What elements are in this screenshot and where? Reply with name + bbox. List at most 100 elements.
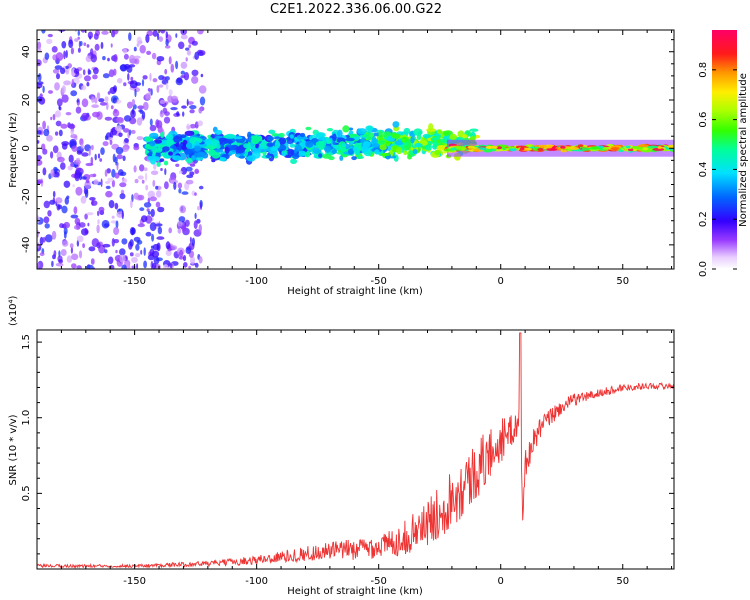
spectrogram-cell <box>165 31 168 39</box>
spectrogram-cell <box>65 70 69 75</box>
spectrogram-cell <box>114 172 120 179</box>
spectrogram-cell <box>86 44 90 48</box>
spectrogram-cell <box>274 140 281 149</box>
spectrogram-cell <box>186 98 189 107</box>
spectrogram-cell <box>85 179 90 184</box>
spectrogram-cell <box>104 116 113 121</box>
spectrogram-cell <box>100 178 103 187</box>
spectrogram-cell <box>50 169 55 178</box>
spectrogram-cell <box>68 154 74 163</box>
spectrogram-cell <box>93 179 99 185</box>
spectrogram-cell <box>186 142 193 150</box>
spectrogram-cell <box>136 117 143 126</box>
spectrogram-cell <box>339 155 344 161</box>
spectrogram-cell <box>123 53 129 60</box>
spectrogram-cell <box>203 138 212 145</box>
spectrogram-cell <box>79 171 83 181</box>
spectrogram-cell <box>164 45 171 49</box>
spectrogram-cell <box>139 109 144 114</box>
spectrogram-cell <box>70 162 74 167</box>
spectrogram-cell <box>162 152 170 159</box>
spectrogram-cell <box>467 145 476 149</box>
spectrogram-cell <box>116 154 123 160</box>
spectrogram-cell <box>147 197 151 204</box>
spectrogram-cell <box>178 188 182 194</box>
spectrogram-cell <box>428 123 434 131</box>
spectrogram-cell <box>560 145 566 149</box>
spectrogram-cell <box>55 120 62 127</box>
spectrogram-cell <box>42 85 45 93</box>
spectrogram-cell <box>191 237 195 247</box>
spectrogram-cell <box>158 84 164 88</box>
spectrogram-cell <box>194 262 199 268</box>
spectrogram-cell <box>165 241 171 250</box>
spectrogram-cell <box>91 199 94 206</box>
spectrogram-cell <box>50 116 53 121</box>
colorbar-tick-label: 0.2 <box>698 211 709 227</box>
spectrogram-cell <box>184 130 195 136</box>
spectrogram-cell <box>65 65 69 70</box>
spectrogram-cell <box>101 219 110 229</box>
spectrogram-cell <box>454 156 461 161</box>
spectrogram-cell <box>81 98 89 108</box>
spectrogram-cell <box>142 75 148 80</box>
spectrogram-cell <box>652 147 665 151</box>
spectrogram-cell <box>238 155 246 159</box>
spectrogram-cell <box>123 115 132 122</box>
spectrogram-cell <box>641 149 652 153</box>
spectrogram-cell <box>65 112 72 116</box>
spectrogram-cell <box>194 212 197 219</box>
y-tick-label: 20 <box>21 94 32 107</box>
spectrogram-cell <box>158 36 163 42</box>
spectrogram-cell <box>55 131 59 136</box>
spectrogram-cell <box>72 184 75 188</box>
spectrogram-cell <box>188 44 192 48</box>
spectrogram-cell <box>134 88 137 98</box>
spectrogram-cell <box>131 99 136 106</box>
spectrogram-cell <box>42 148 48 155</box>
spectrogram-cell <box>107 57 110 62</box>
spectrogram-cell <box>153 256 160 265</box>
spectrogram-cell <box>136 36 142 46</box>
spectrogram-cell <box>149 222 157 232</box>
spectrogram-cell <box>149 124 157 132</box>
x-tick-label: 50 <box>616 276 629 287</box>
spectrogram-cell <box>128 129 132 136</box>
spectrogram-cell <box>152 30 158 37</box>
spectrogram-cell <box>162 146 170 152</box>
spectrogram-cell <box>74 172 80 182</box>
spectrogram-cell <box>82 243 85 249</box>
spectrogram-cell <box>379 144 387 151</box>
spectrogram-cell <box>78 250 83 259</box>
spectrogram-cell <box>184 148 193 155</box>
spectrogram-cell <box>193 220 198 230</box>
spectrogram-cell <box>135 252 141 258</box>
spectrogram-cell <box>102 141 109 147</box>
spectrogram-cell <box>187 101 194 105</box>
spectrogram-cell <box>137 223 145 228</box>
spectrogram-cell <box>61 94 69 103</box>
spectrogram-cell <box>129 64 136 68</box>
spectrogram-cell <box>198 85 207 94</box>
spectrogram-cell <box>61 143 68 150</box>
spectrogram-cell <box>119 248 126 256</box>
spectrogram-cell <box>46 38 53 45</box>
spectrogram-cell <box>243 143 250 149</box>
spectrogram-cell <box>149 140 156 147</box>
colorbar-tick-label: 0.0 <box>698 261 709 277</box>
spectrogram-cell <box>37 159 43 166</box>
spectrogram-cell <box>104 96 109 103</box>
spectrogram-cell <box>70 127 75 136</box>
spectrogram-cell <box>178 170 183 174</box>
spectrogram-cell <box>401 136 408 144</box>
snr-panel: -150 -100 -50 0 50 0.5 1.0 1.5 Height of straig… <box>8 295 675 597</box>
spectrogram-cell <box>667 145 674 149</box>
spectrogram-cell <box>224 146 230 154</box>
spectrogram-cell <box>168 89 173 96</box>
spectrogram-cell <box>170 179 179 185</box>
spectrogram-cell <box>104 169 108 177</box>
spectrogram-cell <box>61 240 69 247</box>
spectrogram-cell <box>287 148 295 157</box>
spectrogram-cell <box>96 242 101 249</box>
spectrogram-cell <box>163 116 171 124</box>
